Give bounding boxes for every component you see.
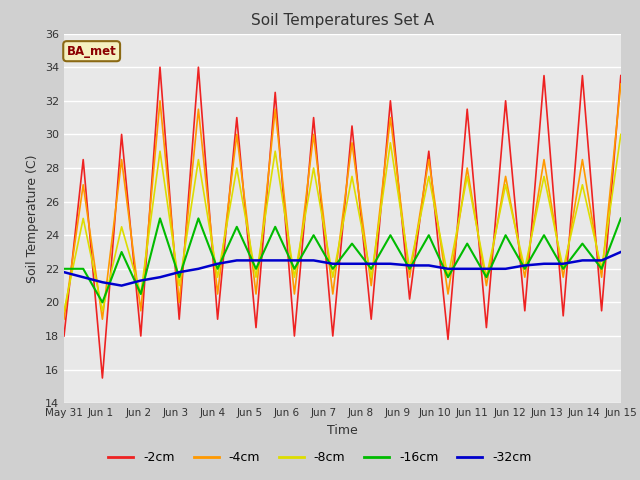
Text: BA_met: BA_met — [67, 45, 116, 58]
X-axis label: Time: Time — [327, 424, 358, 437]
Title: Soil Temperatures Set A: Soil Temperatures Set A — [251, 13, 434, 28]
Legend: -2cm, -4cm, -8cm, -16cm, -32cm: -2cm, -4cm, -8cm, -16cm, -32cm — [103, 446, 537, 469]
Y-axis label: Soil Temperature (C): Soil Temperature (C) — [26, 154, 39, 283]
